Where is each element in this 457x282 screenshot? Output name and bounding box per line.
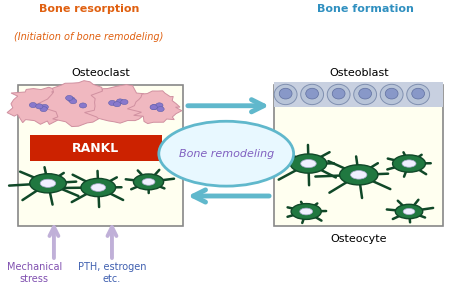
Ellipse shape [395,204,423,219]
Ellipse shape [81,179,116,197]
Ellipse shape [301,84,324,105]
Ellipse shape [393,155,425,172]
Ellipse shape [403,208,415,215]
Text: Osteoclast: Osteoclast [71,68,130,78]
Ellipse shape [291,204,321,219]
Text: Osteocyte: Osteocyte [330,234,387,244]
Ellipse shape [301,160,316,168]
Ellipse shape [133,174,164,190]
Ellipse shape [109,100,116,105]
Ellipse shape [274,84,297,105]
Text: Bone resorption: Bone resorption [39,4,139,14]
Ellipse shape [300,208,313,215]
Ellipse shape [157,107,164,112]
Ellipse shape [65,95,73,100]
Bar [30,135,162,161]
Ellipse shape [327,84,350,105]
Ellipse shape [332,88,345,99]
Ellipse shape [30,174,66,193]
Ellipse shape [121,100,128,105]
Ellipse shape [156,103,163,108]
Ellipse shape [351,171,367,179]
Ellipse shape [402,160,416,167]
Ellipse shape [380,84,403,105]
Polygon shape [37,81,108,127]
Ellipse shape [150,105,157,110]
Ellipse shape [41,104,48,109]
Text: Bone remodeling: Bone remodeling [179,149,274,159]
Ellipse shape [306,88,319,99]
Ellipse shape [40,179,56,187]
Ellipse shape [117,99,124,104]
Ellipse shape [279,88,292,99]
Text: Mechanical
stress: Mechanical stress [7,262,62,282]
Text: (Initiation of bone remodeling): (Initiation of bone remodeling) [15,32,164,42]
Ellipse shape [91,184,106,191]
Ellipse shape [290,154,327,173]
Ellipse shape [142,179,155,185]
Ellipse shape [354,84,377,105]
Ellipse shape [385,88,398,99]
Bar [274,85,443,226]
Ellipse shape [68,97,75,102]
Text: PTH, estrogen
etc.: PTH, estrogen etc. [78,262,146,282]
Ellipse shape [340,165,378,185]
Text: RANKL: RANKL [72,142,120,155]
Polygon shape [7,87,73,124]
Ellipse shape [69,99,77,104]
Ellipse shape [150,105,158,110]
Bar [274,82,443,107]
Text: Bone formation: Bone formation [317,4,414,14]
Polygon shape [128,91,182,124]
Bar [18,85,183,226]
Ellipse shape [36,104,43,109]
Ellipse shape [29,103,37,108]
Ellipse shape [412,88,425,99]
Ellipse shape [407,84,430,105]
Ellipse shape [159,121,293,186]
Polygon shape [85,85,151,123]
Ellipse shape [359,88,372,99]
Ellipse shape [80,103,87,108]
Ellipse shape [40,107,47,112]
Text: Osteoblast: Osteoblast [329,68,388,78]
Ellipse shape [113,102,121,107]
